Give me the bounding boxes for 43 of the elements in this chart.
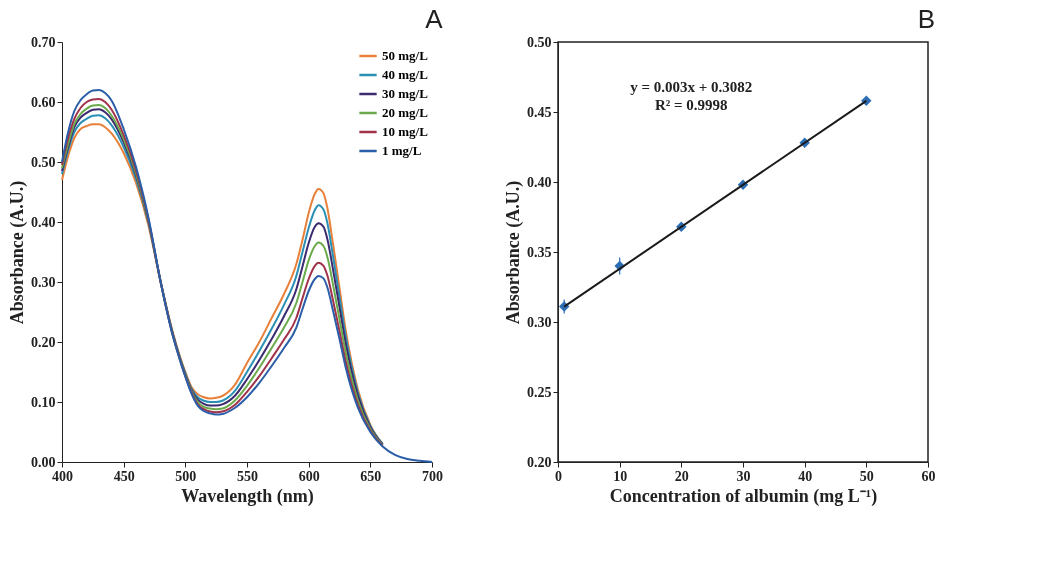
x-tick-label: 20 [674, 468, 689, 484]
x-tick-label: 30 [736, 468, 751, 484]
y-tick-label: 0.30 [31, 274, 56, 290]
y-tick-label: 0.00 [31, 454, 56, 470]
y-tick-label: 0.20 [31, 334, 56, 350]
y-tick-label: 0.50 [527, 34, 552, 50]
y-tick-label: 0.50 [31, 154, 56, 170]
y-tick-label: 0.20 [527, 454, 552, 470]
legend-label: 10 mg/L [382, 124, 429, 139]
y-tick-label: 0.40 [31, 214, 56, 230]
y-tick-label: 0.35 [527, 244, 552, 260]
legend-label: 30 mg/L [382, 86, 429, 101]
legend-label: 50 mg/L [382, 48, 429, 63]
x-tick-label: 600 [298, 468, 320, 484]
x-tick-label: 550 [237, 468, 258, 484]
legend-label: 20 mg/L [382, 105, 429, 120]
y-tick-label: 0.30 [527, 314, 552, 330]
x-tick-label: 650 [360, 468, 382, 484]
y-tick-label: 0.25 [527, 384, 552, 400]
chart-title: B [917, 4, 935, 34]
x-tick-label: 450 [113, 468, 135, 484]
x-tick-label: 500 [175, 468, 197, 484]
annotation: y = 0.003x + 0.3082 [630, 79, 753, 95]
x-tick-label: 0 [555, 468, 562, 484]
y-tick-label: 0.60 [31, 94, 56, 110]
y-tick-label: 0.40 [527, 174, 552, 190]
x-tick-label: 700 [422, 468, 443, 484]
y-tick-label: 0.45 [527, 104, 552, 120]
x-tick-label: 40 [798, 468, 813, 484]
x-tick-label: 400 [52, 468, 73, 484]
y-axis-title: Absorbance (A.U.) [503, 180, 524, 325]
y-tick-label: 0.10 [31, 394, 56, 410]
x-axis-title: Concentration of albumin (mg L⁻¹) [609, 485, 878, 507]
y-tick-label: 0.70 [31, 34, 56, 50]
legend-label: 1 mg/L [382, 143, 422, 158]
x-axis-title: Wavelength (nm) [181, 485, 314, 507]
y-axis-title: Absorbance (A.U.) [7, 180, 28, 325]
chart-title: A [425, 4, 444, 34]
annotation: R² = 0.9998 [654, 97, 728, 113]
legend-label: 40 mg/L [382, 67, 429, 82]
x-tick-label: 60 [921, 468, 936, 484]
x-tick-label: 10 [613, 468, 628, 484]
x-tick-label: 50 [859, 468, 874, 484]
